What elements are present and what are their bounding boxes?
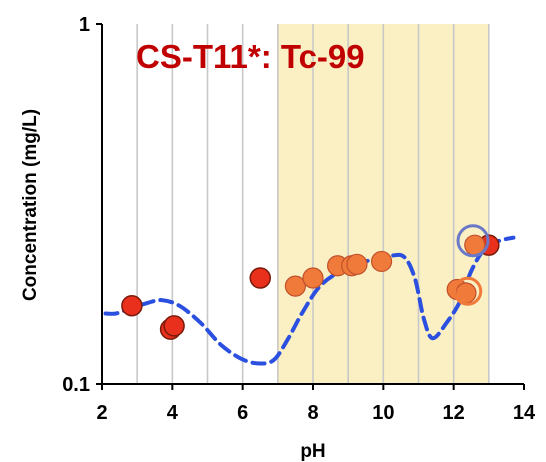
open-circle-marker — [456, 224, 490, 258]
x-tick-label: 6 — [237, 402, 248, 424]
x-tick-label: 12 — [443, 402, 465, 424]
data-point — [163, 315, 185, 337]
data-point — [121, 294, 143, 317]
y-tick-label: 0.1 — [62, 374, 90, 396]
data-point — [284, 275, 307, 297]
data-point — [249, 267, 271, 289]
x-tick-label: 14 — [513, 402, 536, 424]
open-circle-marker — [453, 276, 483, 306]
data-point — [370, 250, 393, 273]
y-tick-label: 1 — [79, 14, 90, 36]
x-tick-label: 4 — [167, 402, 179, 424]
y-axis-label: Concentration (mg/L) — [20, 109, 41, 301]
data-point — [346, 253, 368, 275]
x-axis-label: pH — [300, 441, 325, 462]
x-tick-label: 10 — [372, 402, 394, 424]
x-tick-label: 8 — [307, 402, 318, 424]
data-point — [302, 267, 324, 289]
x-tick-label: 2 — [96, 402, 107, 424]
model-line — [103, 235, 516, 366]
chart-title: CS-T11*: Tc-99 — [136, 38, 365, 75]
